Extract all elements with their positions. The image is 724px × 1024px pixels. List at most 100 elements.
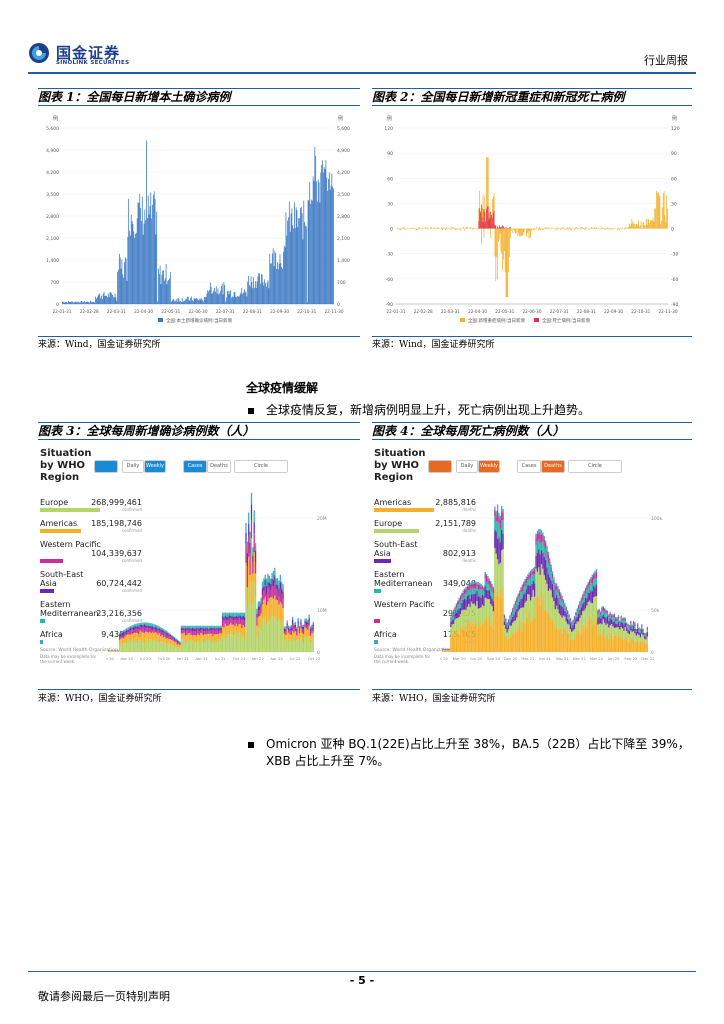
- bar-severe: [460, 228, 462, 230]
- stack-segment: [615, 618, 617, 621]
- stack-segment: [248, 535, 250, 557]
- stack-segment: [645, 636, 647, 640]
- stack-segment: [151, 628, 154, 632]
- bar-severe: [577, 228, 579, 229]
- stack-segment: [309, 628, 312, 631]
- cases-button[interactable]: Cases: [183, 460, 207, 473]
- stack-segment: [576, 616, 578, 622]
- stack-segment: [465, 586, 467, 589]
- stack-segment: [186, 643, 188, 652]
- stack-segment: [270, 583, 272, 591]
- stack-segment: [446, 649, 448, 651]
- bar: [244, 290, 246, 304]
- stack-segment: [237, 626, 239, 637]
- stack-segment: [208, 625, 210, 627]
- stack-segment: [587, 592, 589, 603]
- stack-segment: [612, 638, 614, 652]
- stack-segment: [134, 639, 136, 652]
- stack-segment: [490, 625, 492, 652]
- stack-segment: [452, 613, 455, 620]
- daily-button[interactable]: Daily: [456, 460, 478, 473]
- stack-segment: [455, 612, 458, 619]
- stack-segment: [290, 625, 292, 628]
- circle-dropdown[interactable]: Circle: [234, 460, 288, 473]
- daily-button[interactable]: Daily: [122, 460, 144, 473]
- stack-segment: [120, 645, 122, 652]
- bar: [241, 287, 243, 304]
- bar-severe: [503, 228, 505, 252]
- bar: [135, 232, 137, 304]
- stack-segment: [474, 624, 477, 652]
- stack-segment: [129, 628, 132, 631]
- y-tick: 0: [317, 650, 320, 656]
- bar: [102, 293, 104, 304]
- stack-segment: [309, 630, 312, 636]
- stack-segment: [604, 637, 606, 652]
- stack-segment: [606, 623, 609, 637]
- stack-segment: [296, 631, 298, 636]
- deaths-button[interactable]: Deaths: [207, 460, 231, 473]
- stack-segment: [545, 611, 547, 652]
- stack-segment: [540, 564, 543, 591]
- bar: [210, 286, 212, 304]
- stack-segment: [642, 629, 644, 631]
- bar: [288, 217, 289, 304]
- cases-button[interactable]: Cases: [517, 460, 541, 473]
- stack-segment: [472, 584, 474, 589]
- y-tick-right: 90: [671, 151, 677, 157]
- stack-segment: [538, 549, 540, 568]
- stack-segment: [579, 605, 581, 610]
- stack-segment: [461, 627, 463, 652]
- bar: [178, 298, 180, 304]
- bar: [89, 302, 90, 304]
- weekly-button[interactable]: Weekly: [144, 460, 166, 473]
- stack-segment: [623, 618, 625, 621]
- stack-segment: [201, 626, 203, 628]
- x-tick: Apr 20: [120, 656, 133, 660]
- stack-segment: [501, 550, 503, 599]
- stack-segment: [172, 638, 174, 641]
- figure-4-panel: Situation by WHO Region Daily Weekly Cases D…: [372, 444, 692, 670]
- bar: [88, 302, 90, 304]
- bar: [111, 293, 113, 304]
- circle-dropdown[interactable]: Circle: [568, 460, 622, 473]
- stack-segment: [539, 529, 541, 535]
- stack-segment: [613, 613, 615, 615]
- stack-segment: [226, 616, 228, 621]
- bar: [131, 221, 133, 304]
- bar-severe: [570, 228, 572, 230]
- bar: [249, 285, 250, 304]
- stack-segment: [165, 643, 167, 652]
- view-toggle[interactable]: [428, 460, 452, 473]
- stack-segment: [545, 548, 547, 560]
- stack-segment: [568, 633, 570, 652]
- bar-severe: [664, 215, 666, 229]
- bar: [69, 301, 71, 304]
- stack-segment: [643, 634, 646, 637]
- bar-death: [483, 209, 485, 229]
- bar: [73, 302, 74, 304]
- stack-segment: [259, 602, 261, 607]
- bar-severe: [656, 192, 658, 229]
- bar-severe: [667, 208, 668, 229]
- stack-segment: [156, 625, 158, 628]
- stack-segment: [577, 604, 580, 606]
- stack-segment: [311, 639, 313, 652]
- bar: [216, 293, 218, 304]
- deaths-button[interactable]: Deaths: [541, 460, 565, 473]
- stack-segment: [168, 636, 170, 640]
- stack-segment: [646, 626, 648, 628]
- stack-segment: [226, 638, 228, 652]
- weekly-button[interactable]: Weekly: [478, 460, 500, 473]
- bar: [330, 185, 332, 304]
- stack-segment: [309, 626, 312, 628]
- stack-segment: [641, 624, 643, 625]
- bar-severe: [633, 223, 634, 229]
- stack-segment: [261, 581, 264, 584]
- stack-segment: [575, 612, 577, 613]
- bar: [126, 280, 128, 304]
- stack-segment: [270, 578, 272, 581]
- stack-segment: [193, 628, 195, 632]
- view-toggle[interactable]: [94, 460, 118, 473]
- stack-segment: [257, 603, 259, 607]
